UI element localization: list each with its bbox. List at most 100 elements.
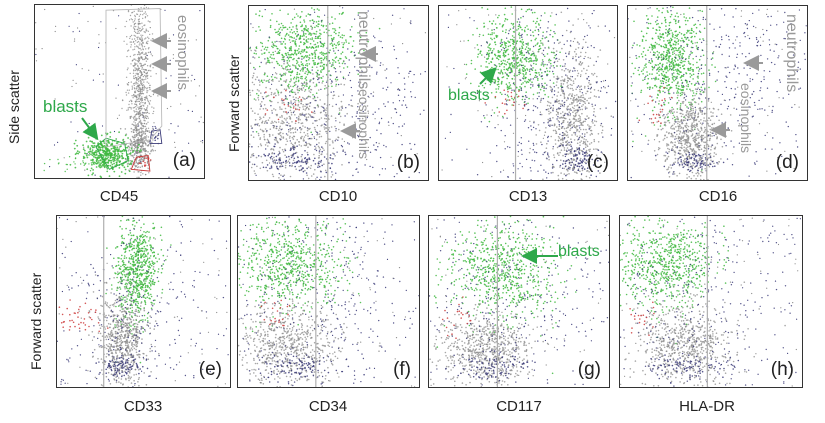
- scatter-point: [113, 153, 116, 156]
- scatter-point: [330, 65, 333, 68]
- scatter-point: [298, 169, 301, 172]
- scatter-point: [495, 65, 498, 67]
- scatter-point: [330, 115, 333, 117]
- scatter-point: [557, 178, 560, 180]
- scatter-point: [485, 104, 487, 106]
- scatter-point: [393, 45, 395, 47]
- scatter-point: [275, 138, 278, 140]
- scatter-point: [501, 73, 504, 75]
- scatter-point: [306, 63, 308, 65]
- scatter-point: [301, 58, 303, 60]
- scatter-point: [292, 107, 295, 109]
- scatter-point: [571, 126, 573, 129]
- scatter-point: [305, 59, 308, 62]
- scatter-point: [573, 99, 575, 101]
- scatter-point: [147, 127, 150, 129]
- scatter-point: [151, 33, 154, 35]
- scatter-point: [387, 86, 389, 89]
- scatter-point: [109, 131, 112, 134]
- scatter-point: [587, 76, 590, 78]
- scatter-point: [574, 78, 577, 80]
- scatter-point: [131, 19, 134, 21]
- scatter-point: [292, 131, 295, 134]
- scatter-point: [540, 97, 543, 100]
- scatter-point: [288, 26, 291, 29]
- scatter-point: [572, 115, 575, 117]
- scatter-point: [572, 97, 575, 99]
- scatter-point: [294, 165, 296, 168]
- scatter-point: [295, 38, 297, 40]
- scatter-point: [315, 83, 318, 86]
- scatter-point: [357, 32, 359, 34]
- scatter-point: [152, 110, 155, 113]
- scatter-point: [448, 86, 450, 88]
- scatter-point: [261, 96, 264, 98]
- scatter-point: [560, 112, 562, 115]
- scatter-point: [341, 62, 344, 65]
- scatter-point: [530, 65, 533, 67]
- scatter-point: [281, 122, 284, 125]
- scatter-point: [342, 46, 344, 48]
- scatter-point: [519, 47, 521, 50]
- scatter-point: [132, 49, 134, 51]
- scatter-point: [568, 123, 570, 125]
- scatter-point: [588, 171, 590, 173]
- scatter-point: [138, 159, 140, 162]
- scatter-point: [577, 18, 579, 20]
- scatter-point: [323, 52, 326, 55]
- scatter-point: [306, 29, 308, 32]
- scatter-point: [571, 87, 573, 90]
- scatter-point: [330, 176, 333, 178]
- scatter-point: [565, 29, 568, 32]
- scatter-point: [493, 112, 496, 114]
- scatter-point: [290, 156, 293, 159]
- scatter-point: [292, 78, 295, 80]
- scatter-point: [547, 96, 550, 98]
- scatter-point: [595, 148, 597, 150]
- scatter-point: [544, 82, 546, 85]
- scatter-point: [296, 160, 299, 163]
- scatter-point: [152, 150, 154, 152]
- scatter-point: [590, 45, 592, 47]
- scatter-point: [311, 69, 313, 71]
- scatter-point: [555, 50, 558, 52]
- scatter-point: [573, 168, 575, 170]
- scatter-point: [284, 26, 287, 29]
- scatter-point: [317, 69, 319, 72]
- scatter-point: [509, 38, 512, 41]
- scatter-point: [265, 63, 267, 65]
- scatter-point: [146, 15, 149, 17]
- scatter-point: [146, 75, 149, 77]
- scatter-point: [303, 56, 306, 58]
- scatter-point: [536, 98, 539, 100]
- scatter-point: [522, 70, 525, 72]
- scatter-point: [513, 45, 516, 48]
- scatter-point: [567, 87, 570, 89]
- scatter-point: [257, 94, 260, 97]
- scatter-point: [567, 158, 570, 161]
- scatter-point: [130, 25, 132, 27]
- scatter-point: [263, 122, 266, 124]
- scatter-point: [541, 84, 544, 87]
- scatter-point: [140, 72, 143, 75]
- scatter-point: [277, 133, 280, 135]
- scatter-point: [200, 140, 202, 142]
- scatter-point: [561, 103, 563, 106]
- scatter-point: [305, 79, 308, 81]
- scatter-point: [561, 90, 563, 92]
- scatter-point: [359, 36, 362, 39]
- scatter-point: [547, 108, 550, 110]
- scatter-point: [277, 51, 280, 53]
- scatter-point: [348, 42, 350, 44]
- scatter-point: [573, 164, 575, 167]
- scatter-point: [497, 124, 499, 126]
- scatter-point: [280, 41, 282, 43]
- scatter-point: [191, 110, 193, 112]
- scatter-point: [335, 138, 337, 141]
- scatter-point: [546, 73, 548, 76]
- scatter-point: [269, 88, 272, 90]
- scatter-point: [497, 72, 500, 74]
- scatter-point: [534, 22, 537, 25]
- scatter-point: [127, 150, 130, 152]
- scatter-point: [285, 133, 288, 135]
